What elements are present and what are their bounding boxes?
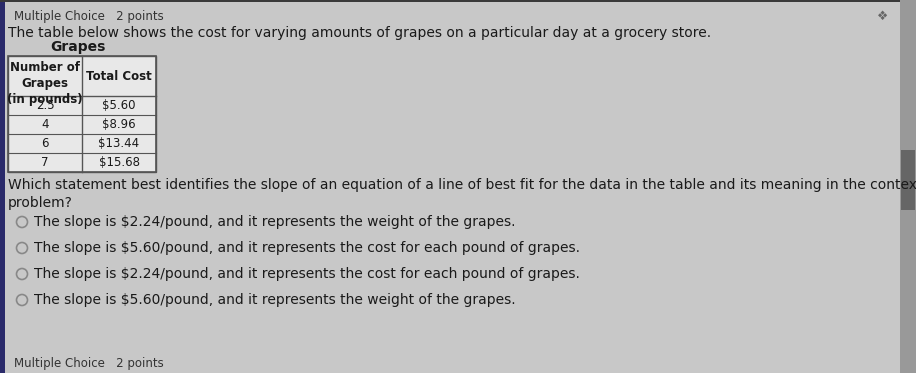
Text: Total Cost: Total Cost [86,69,152,82]
Text: 6: 6 [41,137,49,150]
Text: $8.96: $8.96 [103,118,136,131]
Bar [900,0,916,373]
Text: The slope is $2.24/pound, and it represents the weight of the grapes.: The slope is $2.24/pound, and it represe… [35,215,516,229]
Text: 2.5: 2.5 [36,99,54,112]
Text: Number of
Grapes
(in pounds): Number of Grapes (in pounds) [7,61,82,106]
Text: Multiple Choice   2 points: Multiple Choice 2 points [14,357,164,370]
Bar [0,0,5,373]
Bar [8,56,156,172]
Bar [0,0,916,2]
Text: Which statement best identifies the slope of an equation of a line of best fit f: Which statement best identifies the slop… [8,178,916,210]
Text: 7: 7 [41,156,49,169]
Bar [901,150,915,210]
Text: 4: 4 [41,118,49,131]
Text: $15.68: $15.68 [99,156,139,169]
Text: Grapes: Grapes [50,40,105,54]
Text: Multiple Choice   2 points: Multiple Choice 2 points [14,10,164,23]
Text: ❖: ❖ [877,10,888,23]
Bar [8,56,156,172]
Text: The slope is $5.60/pound, and it represents the cost for each pound of grapes.: The slope is $5.60/pound, and it represe… [35,241,581,255]
Text: The slope is $2.24/pound, and it represents the cost for each pound of grapes.: The slope is $2.24/pound, and it represe… [35,267,581,281]
Text: $5.60: $5.60 [103,99,136,112]
Text: The table below shows the cost for varying amounts of grapes on a particular day: The table below shows the cost for varyi… [8,26,711,40]
Text: The slope is $5.60/pound, and it represents the weight of the grapes.: The slope is $5.60/pound, and it represe… [35,293,516,307]
Text: $13.44: $13.44 [98,137,139,150]
